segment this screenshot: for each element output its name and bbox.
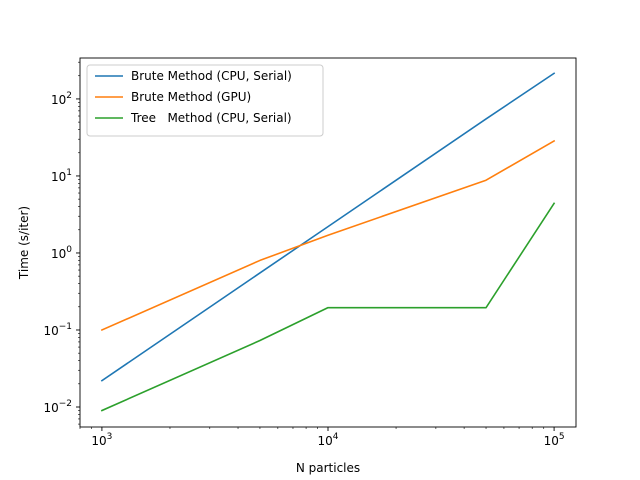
axes: 103 104 105 10−2 10−1 100 101 102: [43, 57, 577, 448]
x-axis-label: N particles: [296, 461, 360, 475]
series-line-3: [100, 202, 556, 412]
legend-label-2: Brute Method (GPU): [131, 90, 251, 104]
series-line-1: [100, 72, 556, 382]
series-line-2: [100, 139, 556, 332]
x-tick-label: 105: [544, 432, 565, 448]
y-tick-label: 10−1: [43, 322, 72, 338]
legend-box: [86, 64, 324, 137]
x-tick-label: 103: [91, 432, 112, 448]
plot-area: [100, 72, 556, 412]
x-tick-label: 104: [317, 432, 338, 448]
y-tick-label: 100: [51, 245, 72, 261]
legend-label-3: Tree Method (CPU, Serial): [130, 111, 292, 125]
legend-label-1: Brute Method (CPU, Serial): [131, 69, 292, 83]
y-tick-label: 101: [51, 168, 72, 184]
legend: Brute Method (CPU, Serial) Brute Method (…: [86, 64, 324, 137]
y-tick-label: 10−2: [43, 399, 72, 415]
y-tick-label: 102: [51, 91, 72, 107]
y-axis-label: Time (s/iter): [17, 206, 31, 280]
